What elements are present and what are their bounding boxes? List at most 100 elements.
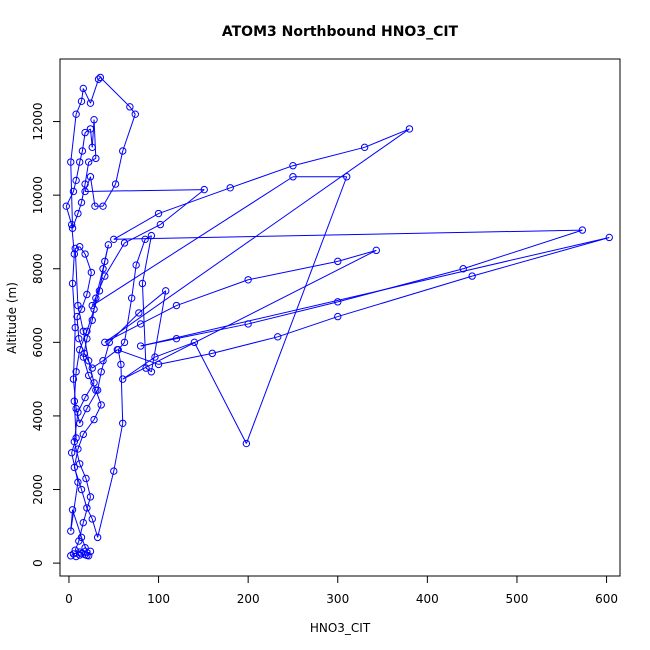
data-point	[101, 338, 109, 347]
data-point	[68, 506, 77, 514]
series-segment	[77, 434, 84, 450]
series-segment	[88, 375, 97, 391]
y-tick-label: 10000	[31, 176, 45, 214]
series-segment	[82, 496, 91, 523]
series-segment	[75, 101, 82, 115]
data-point	[127, 294, 136, 302]
data-point	[459, 265, 467, 273]
series-segment	[75, 246, 80, 249]
data-point	[334, 257, 342, 266]
data-point	[86, 173, 95, 181]
data-point	[86, 547, 95, 556]
data-point	[172, 334, 181, 343]
series-segment	[72, 327, 76, 380]
data-point	[244, 320, 252, 328]
data-point	[95, 287, 104, 295]
series-segment	[91, 176, 294, 306]
series-segment	[73, 412, 79, 442]
data-point	[88, 515, 96, 523]
data-point	[97, 401, 105, 409]
data-point	[77, 198, 86, 207]
data-point	[88, 143, 96, 152]
series-segment	[86, 309, 95, 332]
series-segment	[86, 507, 93, 520]
series-segment	[100, 342, 110, 372]
series-segment	[88, 360, 95, 383]
data-point	[81, 543, 89, 552]
data-point	[244, 276, 252, 284]
series-segment	[141, 235, 152, 284]
data-point	[76, 345, 84, 354]
data-point	[226, 184, 234, 192]
series-segment	[154, 341, 195, 358]
series-segment	[81, 294, 88, 310]
series-segment	[65, 191, 74, 207]
data-point	[79, 518, 87, 527]
series-segment	[74, 248, 79, 306]
data-point	[119, 147, 127, 155]
data-point	[71, 244, 79, 253]
series-segment	[131, 264, 137, 299]
data-point	[605, 233, 613, 242]
data-point	[208, 349, 217, 358]
series-segment	[89, 79, 100, 104]
y-axis: 0 2000 4000 6000 8000 10000 12000	[31, 102, 61, 567]
data-point	[97, 368, 105, 376]
data-point	[76, 548, 84, 556]
series-segment	[79, 463, 87, 479]
series-segment	[176, 279, 249, 307]
series-segment	[93, 404, 102, 420]
data-point	[242, 439, 251, 448]
data-point	[75, 537, 83, 545]
series-segment	[364, 128, 410, 148]
x-tick-label: 500	[506, 592, 529, 606]
data-point	[83, 327, 91, 335]
series-segment	[117, 349, 159, 365]
y-tick-label: 8000	[31, 253, 45, 284]
data-point	[101, 272, 109, 280]
data-point	[105, 338, 113, 347]
data-point	[117, 360, 125, 369]
series-segment	[337, 249, 377, 262]
data-point	[67, 158, 75, 166]
data-point	[69, 187, 78, 196]
data-point	[372, 246, 380, 255]
data-point	[147, 368, 156, 376]
data-point	[334, 312, 342, 321]
series-segment	[212, 336, 278, 354]
data-point	[96, 73, 105, 82]
data-point	[83, 290, 91, 299]
data-point	[101, 257, 109, 266]
data-point	[468, 272, 476, 280]
data-point	[136, 342, 145, 350]
x-axis: 0 100 200 300 400 500 600	[65, 575, 618, 606]
data-point	[72, 368, 80, 376]
series-segment	[78, 338, 85, 354]
series-segment	[337, 275, 473, 318]
series-segment	[84, 161, 90, 185]
data-point	[136, 320, 145, 328]
data-point	[154, 209, 163, 218]
data-point	[86, 99, 95, 107]
data-point	[78, 147, 87, 155]
chart-title: ATOM3 Northbound HNO3_CIT	[222, 24, 459, 40]
data-point	[93, 386, 102, 394]
series-segment	[97, 471, 115, 538]
x-tick-label: 0	[65, 592, 73, 606]
data-point	[151, 353, 159, 361]
data-point	[147, 231, 156, 240]
data-point	[71, 323, 79, 332]
series-segment	[70, 162, 74, 229]
data-point	[88, 364, 96, 372]
data-point	[79, 353, 87, 361]
series-segment	[72, 213, 79, 229]
series-segment	[138, 290, 167, 314]
data-point	[578, 226, 587, 234]
series-segment	[71, 224, 75, 255]
x-tick-label: 600	[595, 592, 618, 606]
series-segment	[129, 106, 136, 115]
data-point	[67, 449, 76, 457]
series-segment	[72, 509, 82, 538]
